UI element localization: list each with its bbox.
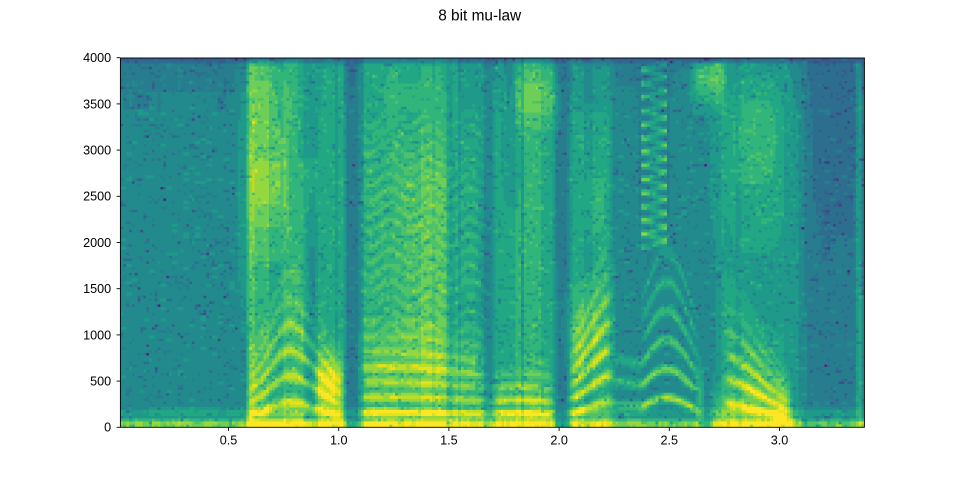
svg-text:3500: 3500 xyxy=(83,97,111,111)
svg-text:2.5: 2.5 xyxy=(661,434,679,448)
svg-text:2000: 2000 xyxy=(83,236,111,250)
svg-text:0: 0 xyxy=(104,421,111,435)
svg-text:2500: 2500 xyxy=(83,190,111,204)
svg-text:2.0: 2.0 xyxy=(550,434,568,448)
svg-text:1.5: 1.5 xyxy=(440,434,458,448)
svg-text:0.5: 0.5 xyxy=(220,434,238,448)
svg-text:8 bit mu-law: 8 bit mu-law xyxy=(438,7,522,24)
svg-text:3.0: 3.0 xyxy=(771,434,789,448)
svg-text:500: 500 xyxy=(90,375,111,389)
svg-text:1.0: 1.0 xyxy=(330,434,348,448)
svg-text:3000: 3000 xyxy=(83,144,111,158)
svg-text:1500: 1500 xyxy=(83,282,111,296)
svg-text:1000: 1000 xyxy=(83,328,111,342)
svg-text:4000: 4000 xyxy=(83,51,111,65)
